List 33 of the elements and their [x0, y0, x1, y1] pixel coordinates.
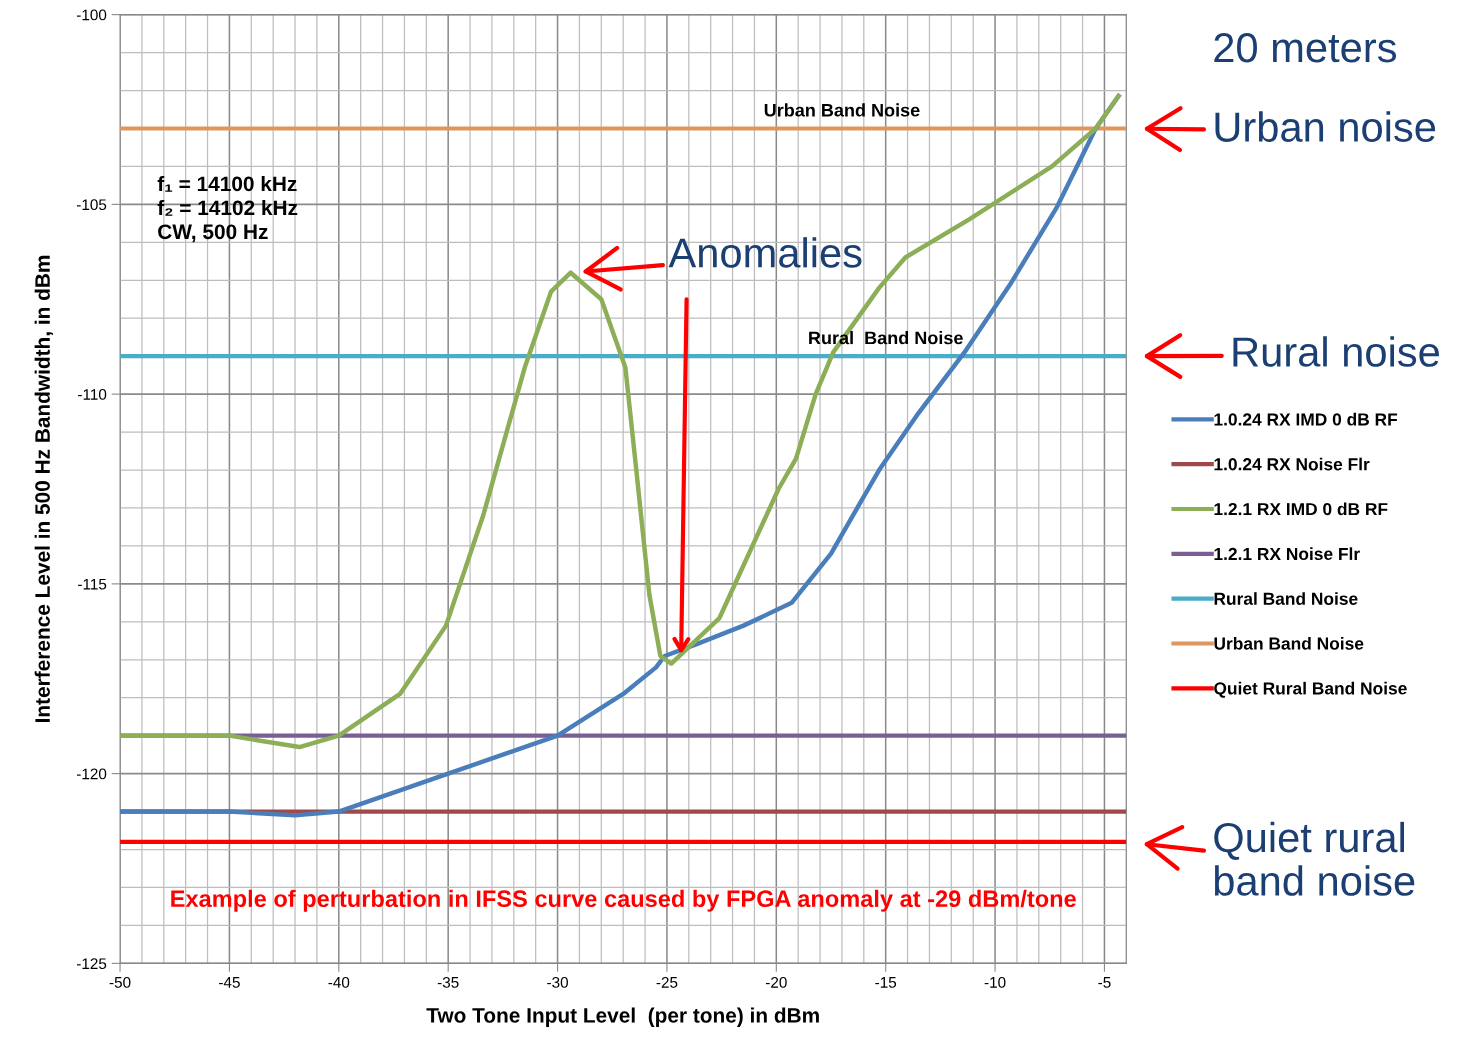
y-tick-label: -115 [78, 578, 107, 590]
legend-label: Quiet Rural Band Noise [1214, 681, 1407, 698]
annotation: Urban noise [1215, 111, 1436, 142]
legend-label: 1.0.24 RX IMD 0 dB RF [1214, 412, 1398, 426]
legend-label: Urban Band Noise [1214, 636, 1364, 650]
y-axis-title: Interference Level in 500 Hz Bandwidth, in dBm [34, 255, 53, 723]
legend-label: 1.2.1 RX IMD 0 dB RF [1214, 502, 1388, 516]
text: 20 meters [1214, 32, 1397, 63]
x-tick-label: -40 [328, 976, 350, 988]
y-tick-label: -105 [76, 199, 107, 211]
annotation: Anomalies [668, 237, 862, 268]
annotation: Quiet rural band noise [1214, 821, 1415, 896]
x-tick-label: -30 [547, 976, 568, 988]
x-tick-label: -20 [765, 976, 787, 988]
y-tick-label: -110 [78, 389, 107, 400]
annotation: Urban Band Noise [764, 103, 920, 117]
annotation: f₁ = 14100 kHz f₂ = 14102 kHz CW, 500 Hz [157, 175, 298, 243]
legend-label: Rural Band Noise [1214, 592, 1358, 605]
x-tick-label: -35 [437, 976, 459, 988]
x-tick-label: -10 [984, 976, 1006, 988]
y-tick-label: -125 [76, 958, 107, 970]
x-tick-label: -5 [1098, 977, 1111, 988]
annotation: Example of perturbation in IFSS curve caused by FPGA anomaly at -29 dBm/tone [171, 889, 1076, 912]
legend-label: 1.0.24 RX Noise Flr [1214, 457, 1370, 471]
legend-label: 1.2.1 RX Noise Flr [1214, 547, 1360, 561]
x-tick-label: -50 [109, 976, 131, 988]
annotation: Rural noise [1233, 336, 1439, 367]
x-tick-label: -25 [656, 976, 678, 988]
x-tick-label: -45 [219, 977, 240, 988]
x-tick-label: -15 [875, 977, 897, 988]
x-axis-title: Two Tone Input Level (per tone) in dBm [426, 1007, 819, 1027]
y-tick-label: -120 [76, 768, 107, 780]
y-tick-label: -100 [76, 9, 107, 21]
